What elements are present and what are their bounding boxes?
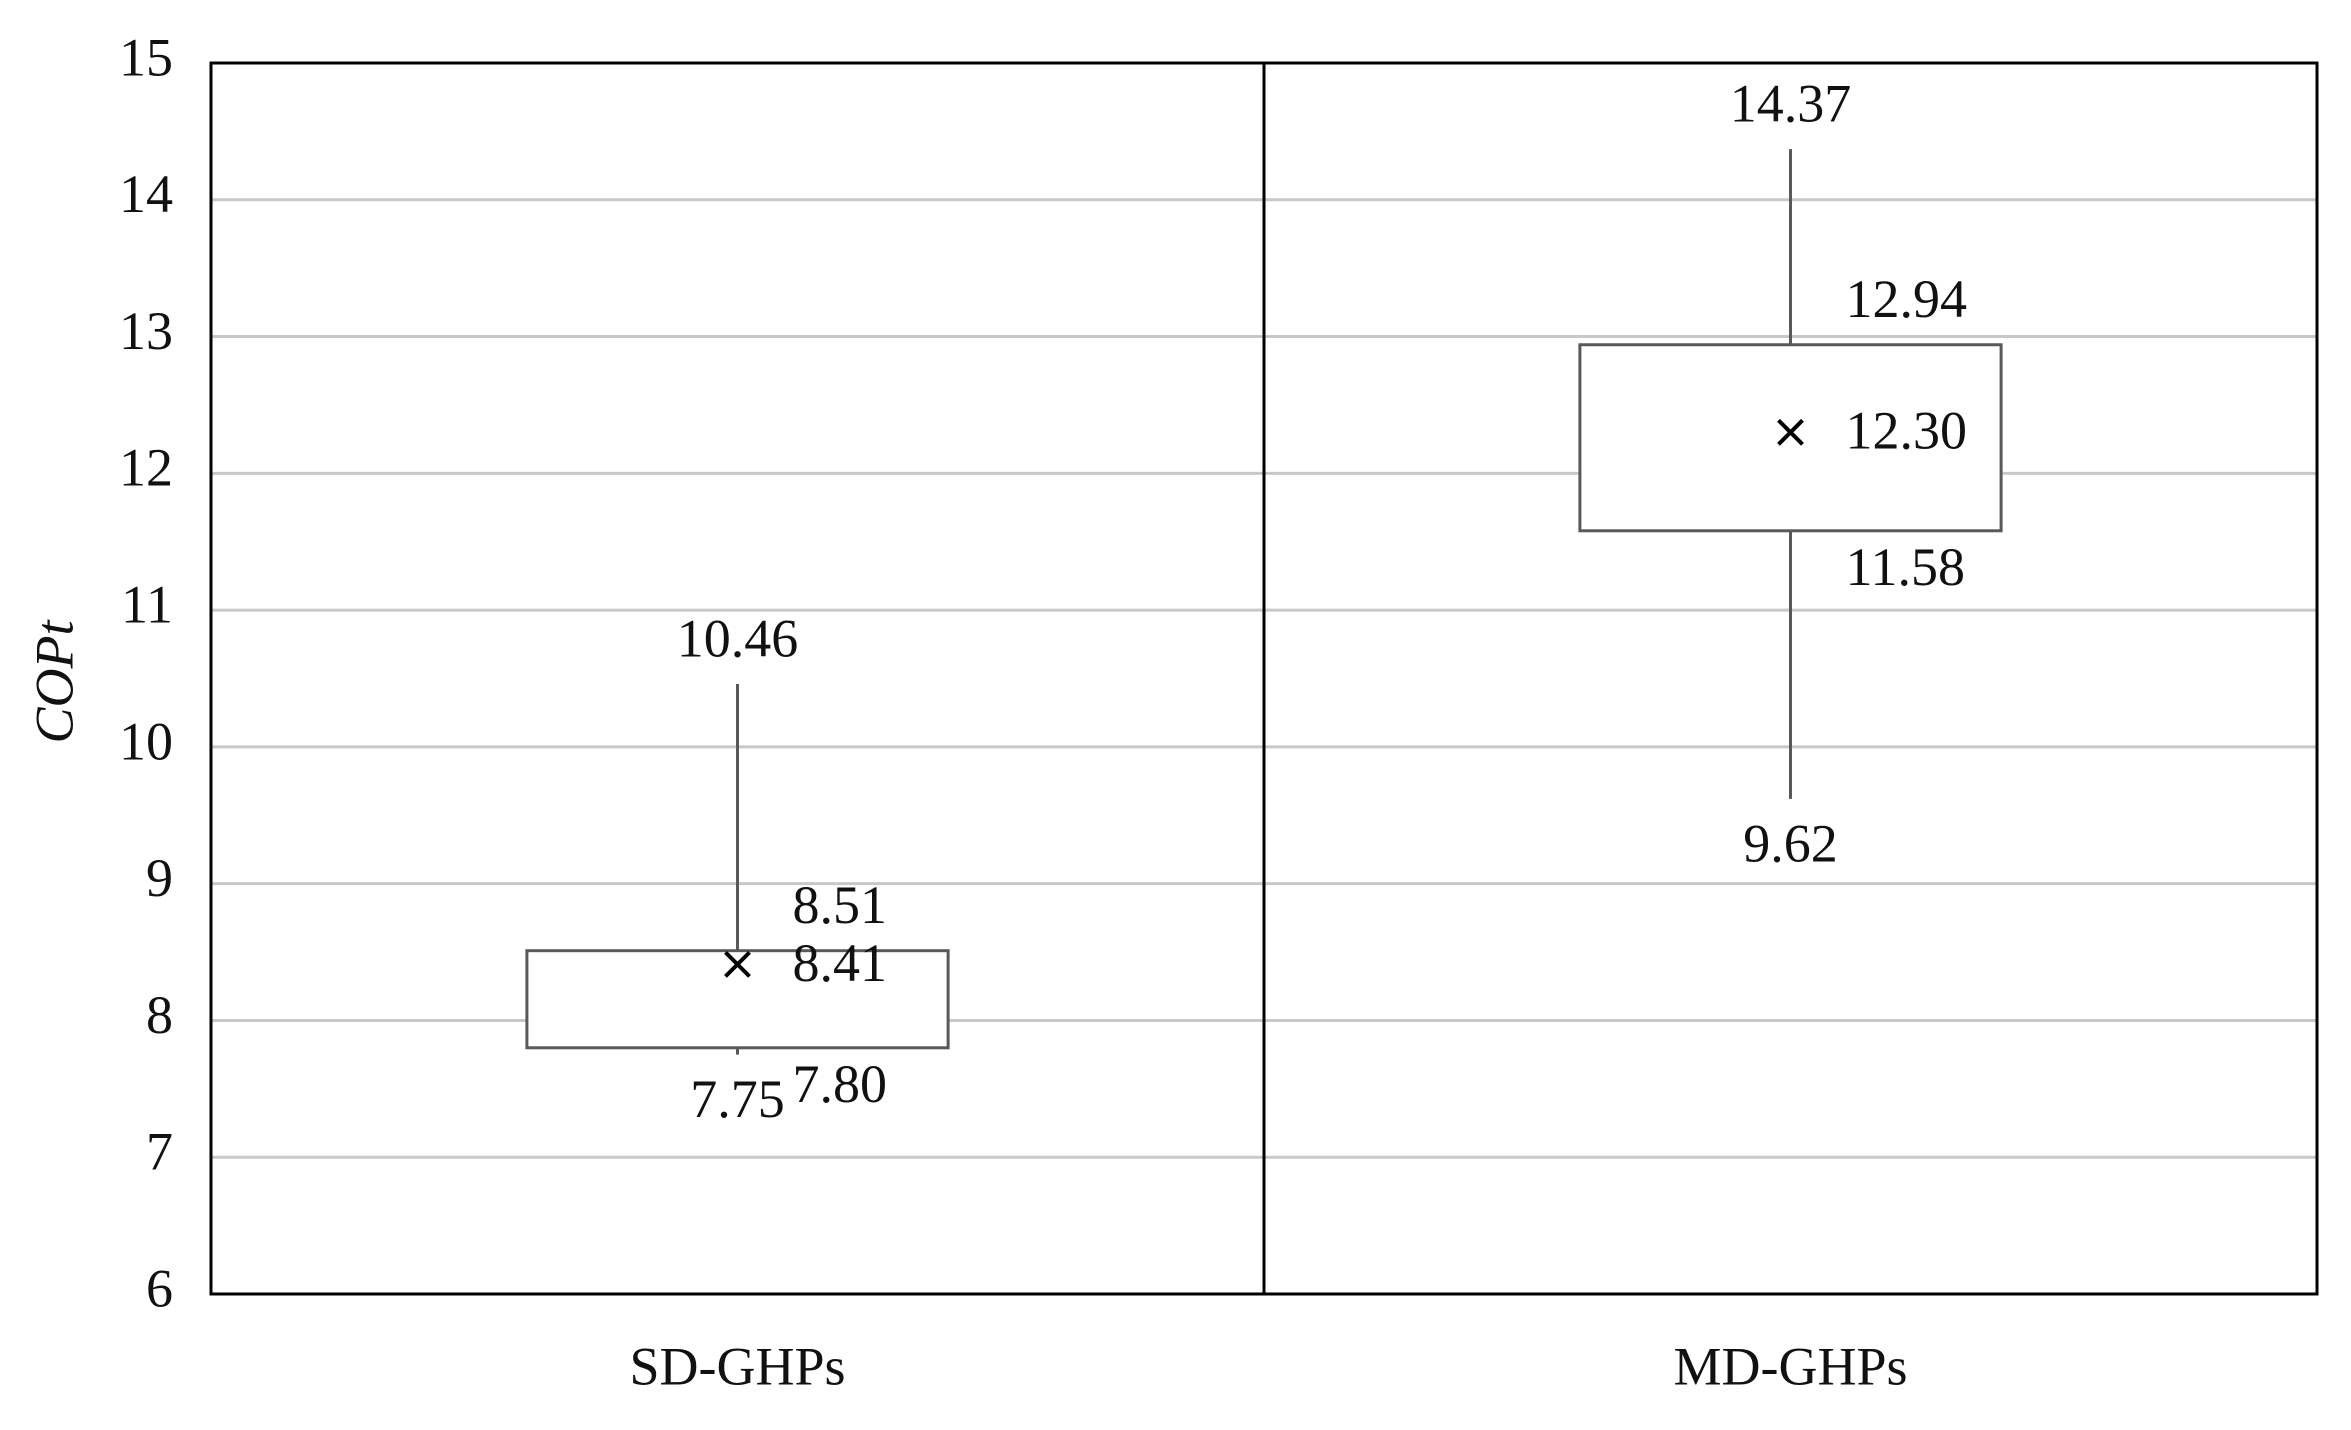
y-tick-label: 11 xyxy=(121,575,173,635)
mean-marker xyxy=(724,950,751,978)
max-label: 10.46 xyxy=(677,608,799,668)
mean-marker xyxy=(1777,418,1804,446)
y-tick-label: 9 xyxy=(146,848,173,908)
y-tick-label: 8 xyxy=(146,985,173,1045)
y-tick-label: 13 xyxy=(119,301,173,361)
x-tick-label: SD-GHPs xyxy=(629,1336,845,1396)
plot-frame xyxy=(209,61,2319,1296)
q1-label: 11.58 xyxy=(1846,537,1966,597)
min-label: 9.62 xyxy=(1743,813,1838,873)
y-tick-label: 15 xyxy=(119,27,173,87)
mean-marker-stroke xyxy=(1777,418,1804,446)
min-label: 7.75 xyxy=(690,1069,785,1129)
y-axis-label: COPt xyxy=(24,619,84,744)
y-tick-label: 7 xyxy=(146,1122,173,1182)
max-label: 14.37 xyxy=(1730,74,1852,134)
y-tick-label: 10 xyxy=(119,711,173,771)
y-tick-label: 12 xyxy=(119,438,173,498)
mean-marker-stroke xyxy=(724,950,751,978)
box xyxy=(1578,343,2003,533)
mean-label: 12.30 xyxy=(1846,401,1968,461)
q3-label: 12.94 xyxy=(1846,269,1968,329)
mean-label: 8.41 xyxy=(793,933,888,993)
y-tick-label: 6 xyxy=(146,1258,173,1318)
x-tick-label: MD-GHPs xyxy=(1673,1336,1907,1396)
y-tick-label: 14 xyxy=(119,164,173,224)
q3-label: 8.51 xyxy=(793,875,888,935)
q1-label: 7.80 xyxy=(793,1054,888,1114)
